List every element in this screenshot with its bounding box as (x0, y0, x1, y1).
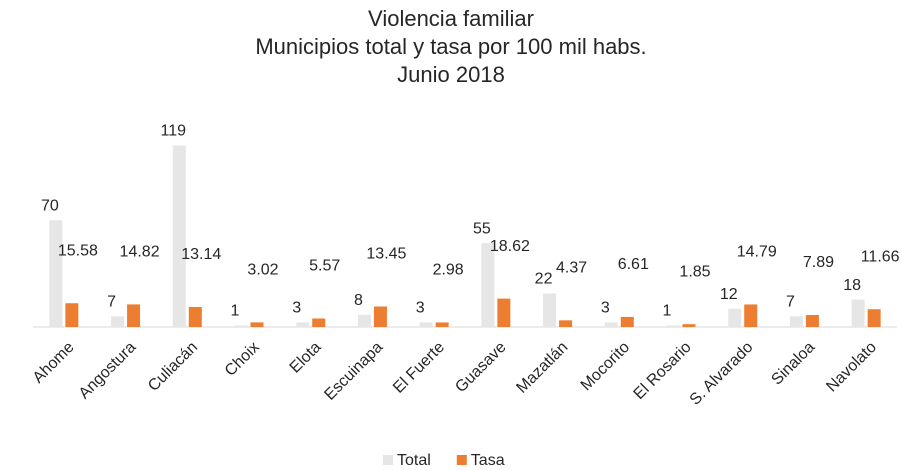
data-label: 119 (161, 123, 187, 140)
data-label: 8 (354, 292, 363, 309)
bar (666, 325, 680, 327)
data-label: 5.57 (309, 258, 340, 275)
x-tick-label: Choix (222, 339, 263, 380)
data-label: 11.66 (861, 248, 900, 265)
bar (805, 314, 819, 327)
bar (497, 298, 511, 327)
bar (543, 293, 557, 327)
data-label: 7 (786, 294, 795, 311)
bar (357, 314, 371, 327)
bar (744, 304, 758, 327)
bar (559, 320, 573, 327)
bar (851, 299, 865, 327)
bar (172, 145, 186, 327)
x-tick-label: Ahome (30, 339, 78, 387)
data-label: 1 (231, 303, 240, 320)
bar (49, 220, 63, 327)
data-label: 14.82 (120, 244, 160, 261)
legend-swatch (456, 455, 467, 465)
bar (604, 322, 618, 327)
x-tick-label: Angostura (76, 339, 140, 403)
data-label: 70 (41, 197, 59, 214)
x-tick-label: El Fuerte (390, 339, 448, 397)
data-label: 1.85 (679, 263, 710, 280)
bar (481, 243, 495, 327)
x-tick-label: Sinaloa (768, 339, 818, 389)
bar (250, 322, 264, 327)
data-label: 6.61 (618, 256, 649, 273)
legend-label: Total (397, 452, 431, 469)
bar (867, 309, 881, 327)
data-label: 3 (292, 300, 301, 317)
data-label: 13.14 (181, 246, 221, 263)
x-tick-label: Mocorito (578, 339, 633, 394)
data-label: 22 (535, 271, 553, 288)
bar (789, 316, 803, 327)
data-label: 3 (601, 300, 610, 317)
data-label: 18.62 (490, 238, 530, 255)
x-tick-label: Elota (287, 339, 325, 377)
x-tick-label: El Rosario (631, 339, 695, 403)
chart-subtitle: Junio 2018 (397, 62, 505, 87)
bar (373, 306, 387, 327)
x-tick-label: S. Alvarado (687, 339, 757, 409)
data-label: 13.45 (366, 246, 406, 263)
bar (188, 306, 202, 327)
legend-label: Tasa (471, 452, 505, 469)
data-label: 15.58 (58, 242, 98, 259)
x-tick-label: Navolato (823, 339, 880, 396)
bar (620, 316, 634, 327)
bar (419, 322, 433, 327)
data-label: 2.98 (433, 262, 464, 279)
data-label: 55 (473, 220, 491, 237)
data-label: 3.02 (247, 262, 278, 279)
chart-subtitle: Municipios total y tasa por 100 mil habs… (255, 34, 646, 59)
bar (312, 318, 326, 327)
x-tick-label: Culiacán (145, 339, 201, 395)
x-tick-label: Guasave (452, 339, 509, 396)
bar (435, 322, 449, 327)
data-label: 12 (720, 286, 738, 303)
data-label: 7.89 (803, 254, 834, 271)
x-tick-label: Mazatlán (513, 339, 571, 397)
x-tick-label: Escuinapa (321, 339, 386, 404)
bar (682, 324, 696, 327)
data-label: 18 (843, 277, 861, 294)
bar (111, 316, 125, 327)
legend-swatch (383, 455, 393, 465)
chart-title: Violencia familiar (368, 6, 534, 31)
data-label: 7 (107, 294, 116, 311)
bar (65, 303, 79, 327)
data-label: 1 (663, 303, 672, 320)
data-label: 3 (416, 300, 425, 317)
data-label: 4.37 (556, 260, 587, 277)
bar (296, 322, 310, 327)
data-label: 14.79 (737, 244, 777, 261)
bar (234, 325, 248, 327)
bar (127, 304, 141, 327)
bar (728, 308, 742, 327)
